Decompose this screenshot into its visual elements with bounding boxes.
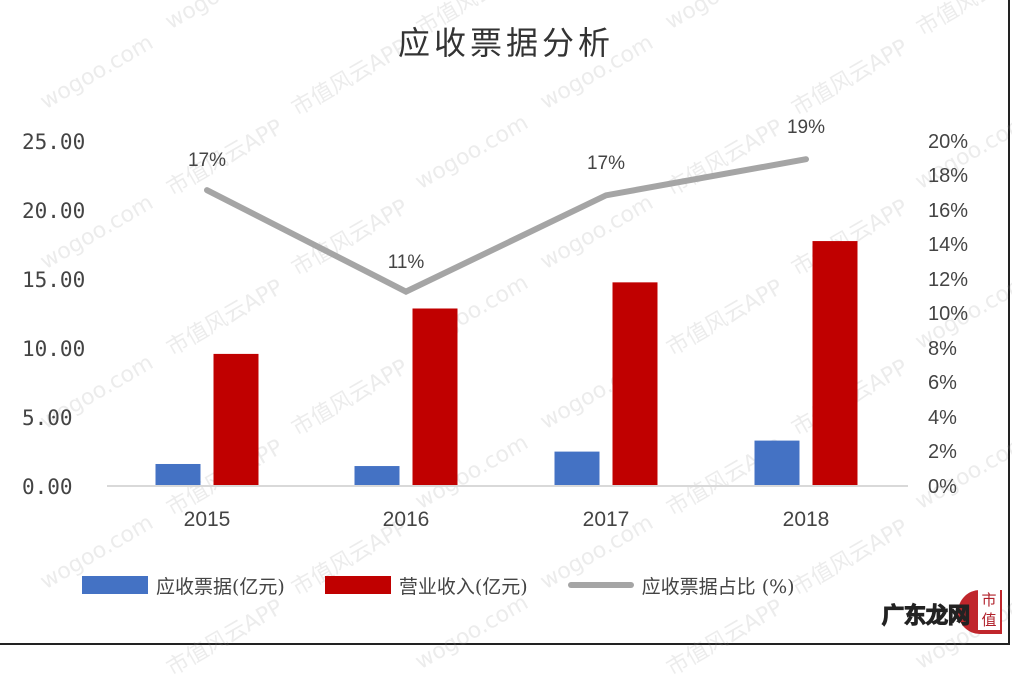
x-axis-tick: 2018 [782, 508, 830, 531]
right-axis-tick: 16% [928, 200, 969, 222]
legend-label: 应收票据占比 (%) [641, 575, 795, 598]
x-axis-tick: 2015 [183, 508, 231, 531]
x-axis-tick: 2016 [382, 508, 430, 531]
legend-swatch-red [324, 576, 391, 594]
legend: 应收票据(亿元) 营业收入(亿元) 应收票据占比 (%) [82, 570, 835, 600]
data-label: 11% [387, 251, 425, 273]
x-axis-tick: 2017 [582, 508, 630, 531]
left-axis-tick: 15.00 [22, 268, 86, 292]
revenue-bar [213, 353, 259, 486]
right-axis-tick: 18% [928, 165, 969, 187]
data-label: 17% [586, 153, 626, 175]
chart-frame [0, 0, 1010, 645]
legend-item-receivables[interactable]: 应收票据(亿元) [82, 572, 285, 599]
bar-series-group [155, 241, 858, 486]
legend-item-ratio[interactable]: 应收票据占比 (%) [567, 572, 795, 599]
chart-title: 应收票据分析 [397, 24, 614, 62]
right-axis-tick: 20% [928, 131, 969, 153]
legend-label: 应收票据(亿元) [156, 575, 285, 598]
receivables-bar [155, 463, 201, 486]
right-axis-tick: 4% [928, 407, 957, 429]
left-axis-tick: 25.00 [22, 130, 86, 154]
logo-badge-text: 市值 [978, 590, 1000, 630]
right-axis-tick: 14% [928, 234, 969, 256]
legend-swatch-blue [82, 576, 148, 594]
right-axis-tick: 12% [928, 269, 969, 291]
legend-label: 营业收入(亿元) [398, 575, 528, 598]
right-axis-tick: 2% [928, 441, 957, 463]
right-axis-tick: 6% [928, 372, 957, 394]
left-axis-tick: 5.00 [22, 406, 73, 430]
revenue-bar [412, 308, 458, 486]
revenue-bar [812, 241, 858, 486]
receivables-bar [554, 451, 600, 486]
ratio-line-series [204, 156, 809, 295]
receivables-bar [354, 466, 400, 486]
data-label: 17% [187, 150, 227, 172]
right-axis-tick: 8% [928, 338, 957, 360]
right-axis-tick: 0% [928, 476, 957, 498]
receivables-bar [754, 440, 800, 486]
right-axis-tick: 10% [928, 303, 969, 325]
plot-area [107, 156, 908, 487]
legend-swatch-line [567, 582, 634, 588]
left-axis-tick: 0.00 [22, 475, 73, 499]
left-axis-tick: 10.00 [22, 337, 86, 361]
revenue-bar [612, 282, 658, 486]
left-axis-tick: 20.00 [22, 199, 86, 223]
data-label: 19% [786, 117, 826, 139]
legend-item-revenue[interactable]: 营业收入(亿元) [324, 572, 528, 599]
site-logo: 广东龙网 [881, 603, 971, 629]
